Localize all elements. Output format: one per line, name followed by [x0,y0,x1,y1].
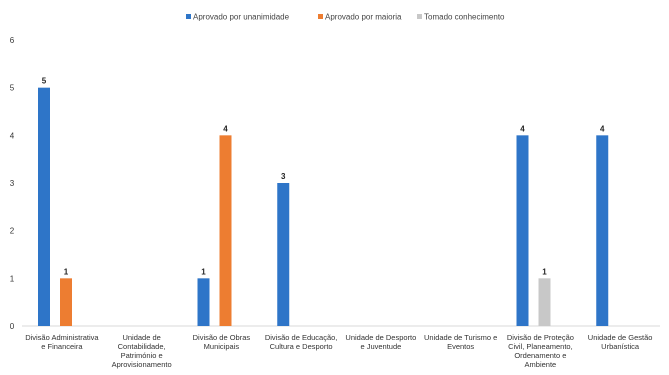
category-label-line: Património e [121,351,163,360]
category-label-line: Unidade de [122,333,160,342]
legend-swatch [318,14,323,19]
category-label: Divisão de Proteção Civil, Planeamento, Or… [507,333,574,369]
bar [277,183,290,326]
category-label-line: e Juventude [360,342,401,351]
category-label: Unidade de Turismo e Eventos [424,333,497,351]
data-label: 1 [64,267,69,276]
data-label: 5 [42,77,47,86]
category-label: Divisão de Obras Municipais [193,333,251,351]
bar [197,278,210,326]
category-label-line: Aprovisionamento [112,360,172,369]
bars [38,87,609,327]
category-label-line: Divisão de Educação, [265,333,338,342]
category-label-line: Ambiente [525,360,557,369]
category-label-line: Divisão Administrativa [25,333,99,342]
category-label-line: e Financeira [41,342,83,351]
bar [596,135,609,326]
bar [60,278,72,326]
y-tick-label: 5 [10,84,15,93]
y-tick-label: 0 [10,322,15,331]
category-label-line: Divisão de Obras [193,333,251,342]
category-label-line: Urbanística [601,342,640,351]
data-label: 3 [281,172,286,181]
legend-label: Tomado conhecimento [424,13,505,22]
y-axis: 0 1 2 3 4 5 6 [10,36,15,331]
data-label: 1 [201,267,206,276]
legend-swatch [186,14,191,19]
category-label: Unidade de Desporto e Juventude [345,333,416,351]
category-label: Unidade de Gestão Urbanística [588,333,653,351]
category-label-line: Contabilidade, [118,342,166,351]
legend-swatch [417,14,422,19]
bar [516,135,529,326]
x-axis-labels: Divisão Administrativa e Financeira Unidad… [25,333,652,369]
category-label: Divisão Administrativa e Financeira [25,333,99,351]
category-label-line: Civil, Planeamento, [508,342,573,351]
category-label-line: Municipais [204,342,240,351]
y-tick-label: 3 [10,179,15,188]
data-label: 4 [223,124,228,133]
category-label-line: Ordenamento e [514,351,566,360]
data-label: 4 [600,124,605,133]
y-tick-label: 1 [10,274,15,283]
category-label-line: Divisão de Proteção [507,333,574,342]
bar [219,135,232,326]
y-tick-label: 4 [10,131,15,140]
legend: Aprovado por unanimidade Aprovado por mai… [186,13,505,22]
y-tick-label: 6 [10,36,15,45]
category-label-line: Cultura e Desporto [270,342,333,351]
legend-label: Aprovado por maioria [325,13,402,22]
legend-label: Aprovado por unanimidade [193,13,290,22]
category-label-line: Unidade de Desporto [345,333,416,342]
data-label: 1 [542,267,547,276]
data-labels: 5 1 1 4 3 4 1 4 [42,77,605,277]
y-tick-label: 2 [10,227,15,236]
bar [38,87,50,327]
bar [538,278,551,326]
category-label-line: Unidade de Turismo e [424,333,497,342]
data-label: 4 [520,124,525,133]
category-label: Unidade de Contabilidade, Património e Apro… [112,333,172,369]
category-label: Divisão de Educação, Cultura e Desporto [265,333,338,351]
category-label-line: Eventos [447,342,474,351]
category-label-line: Unidade de Gestão [588,333,653,342]
